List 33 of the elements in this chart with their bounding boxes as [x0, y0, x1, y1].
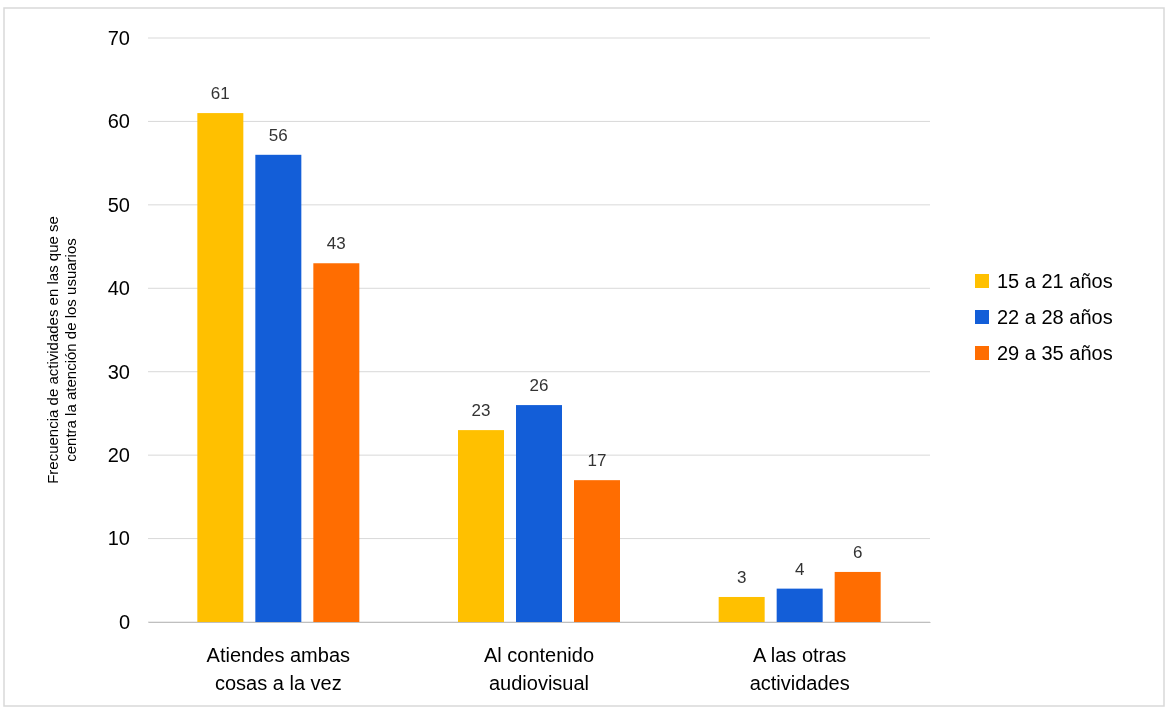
data-label: 26	[529, 376, 549, 396]
bar	[718, 596, 765, 622]
bar	[776, 588, 823, 622]
bar	[313, 263, 360, 622]
data-label: 23	[471, 401, 491, 421]
y-tick-label: 60	[107, 110, 130, 133]
y-tick-label: 30	[107, 360, 130, 383]
y-tick-label: 40	[107, 277, 130, 300]
bar	[834, 571, 881, 622]
bar	[516, 405, 562, 622]
legend-label: 15 a 21 años	[997, 270, 1113, 292]
data-label: 4	[794, 559, 805, 579]
data-label: 17	[587, 451, 607, 471]
bar	[197, 113, 244, 622]
data-label: 43	[326, 234, 346, 254]
y-axis-title: Frecuencia de actividades en las que se centra la atención de los usuarios	[44, 216, 79, 484]
y-tick-label: 10	[107, 527, 130, 550]
bar	[574, 480, 620, 622]
bar	[458, 430, 504, 622]
bar	[255, 154, 302, 622]
y-tick-label: 0	[118, 610, 130, 633]
x-tick-label: A las otras actividades	[749, 644, 850, 694]
legend-label: 29 a 35 años	[997, 342, 1113, 364]
x-tick-label: Atiendes ambas cosas a la vez	[206, 644, 351, 694]
data-label: 56	[268, 125, 288, 145]
y-tick-label: 20	[107, 444, 130, 467]
data-label: 3	[736, 567, 747, 587]
y-tick-label: 50	[107, 193, 130, 216]
x-tick-label: Al contenido audiovisual	[483, 644, 595, 694]
data-label: 6	[852, 542, 863, 562]
legend-label: 22 a 28 años	[997, 306, 1113, 328]
y-tick-label: 70	[107, 26, 130, 49]
data-label: 61	[210, 84, 230, 104]
